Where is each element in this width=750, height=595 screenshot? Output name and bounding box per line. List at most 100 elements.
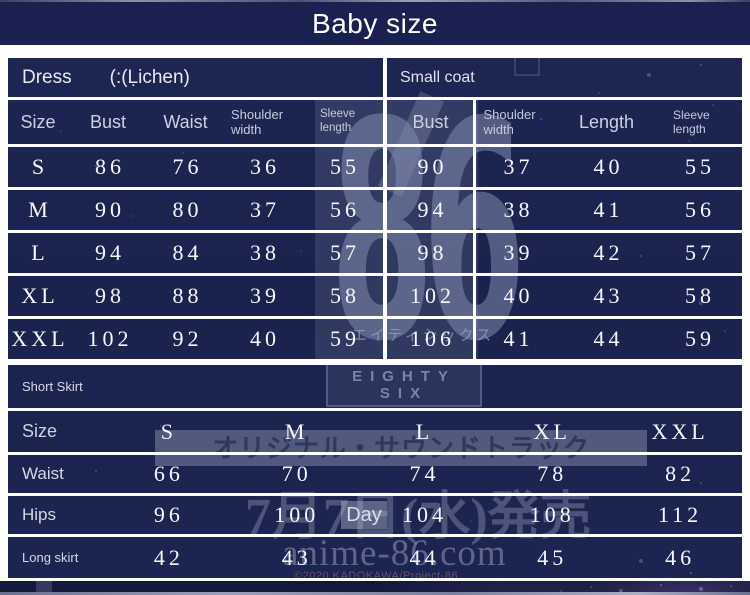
dress-row-m: M 90 80 37 56 xyxy=(8,190,383,230)
length-cell: 43 xyxy=(593,283,624,308)
waist-cell: 74 xyxy=(409,461,440,486)
separator xyxy=(8,187,742,190)
bg-bottom-edge xyxy=(0,592,750,595)
length-cell: 40 xyxy=(593,154,624,179)
shoulder-cell: 36 xyxy=(250,154,280,179)
bust-cell: 94 xyxy=(95,240,125,265)
coat-section-header: Small coat xyxy=(387,58,742,97)
bust-cell: 98 xyxy=(95,283,125,308)
column-header: Sleeve length xyxy=(673,107,710,136)
column-header: Shoulder width xyxy=(231,106,284,137)
shoulder-cell: 38 xyxy=(503,197,534,222)
sleeve-cell: 55 xyxy=(330,154,360,179)
dress-row-xxl: XXL 102 92 40 59 xyxy=(8,319,383,359)
sleeve-cell: 56 xyxy=(685,197,715,222)
separator xyxy=(8,230,742,233)
bust-cell: 102 xyxy=(87,326,133,351)
separator xyxy=(8,493,742,496)
coat-row-xxl: 106 41 44 59 xyxy=(387,319,742,359)
size-cell: XXL xyxy=(11,326,69,351)
shoulder-cell: 37 xyxy=(250,197,280,222)
sleeve-cell: 55 xyxy=(685,154,715,179)
size-cell: S xyxy=(31,154,49,179)
sleeve-cell: 58 xyxy=(685,283,715,308)
dress-row-xl: XL 98 88 39 58 xyxy=(8,276,383,316)
waist-cell: 84 xyxy=(172,240,203,265)
long-skirt-cell: 43 xyxy=(281,544,312,570)
skirt-section-header: Short Skirt xyxy=(8,365,742,408)
column-header: Length xyxy=(578,111,635,132)
separator xyxy=(8,97,742,100)
bg-top-edge xyxy=(0,0,750,3)
shoulder-cell: 38 xyxy=(250,240,280,265)
sleeve-cell: 57 xyxy=(330,240,360,265)
coat-header-row: Bust Shoulder width Length Sleeve length xyxy=(387,100,742,144)
skirt-hips-row: Hips 96 100 104 108 112 xyxy=(8,496,742,534)
column-header: Bust xyxy=(412,111,449,132)
bust-cell: 102 xyxy=(410,283,455,308)
size-cell: XL xyxy=(21,283,59,308)
long-skirt-cell: 45 xyxy=(537,544,568,570)
column-header: Bust xyxy=(89,111,127,132)
size-header: XL xyxy=(533,418,571,444)
dress-row-s: S 86 76 36 55 xyxy=(8,147,383,187)
shoulder-cell: 37 xyxy=(503,154,534,179)
length-cell: 44 xyxy=(593,326,624,351)
size-cell: M xyxy=(28,197,52,222)
dress-row-l: L 94 84 38 57 xyxy=(8,233,383,273)
bg-light-streak xyxy=(36,581,52,593)
skirt-waist-row: Waist 66 70 74 78 82 xyxy=(8,455,742,493)
sleeve-cell: 59 xyxy=(330,326,360,351)
waist-cell: 66 xyxy=(153,461,184,486)
long-skirt-cell: 44 xyxy=(409,544,440,570)
sleeve-cell: 58 xyxy=(330,283,360,308)
bust-cell: 94 xyxy=(417,197,448,222)
waist-cell: 88 xyxy=(172,283,203,308)
table-divider-vertical xyxy=(383,58,387,359)
section-separator xyxy=(8,359,742,365)
separator xyxy=(8,273,742,276)
waist-cell: 82 xyxy=(665,461,696,486)
hips-cell: 104 xyxy=(401,502,447,527)
length-cell: 42 xyxy=(593,240,624,265)
title-bar: Baby size xyxy=(0,2,750,45)
row-label: Long skirt xyxy=(22,550,79,565)
separator xyxy=(8,534,742,537)
long-skirt-cell: 46 xyxy=(665,544,696,570)
row-label: Hips xyxy=(22,505,57,524)
column-header: Sleeve length xyxy=(320,108,356,134)
bust-cell: 86 xyxy=(95,154,125,179)
separator xyxy=(8,452,742,455)
sleeve-cell: 59 xyxy=(685,326,715,351)
separator xyxy=(8,316,742,319)
size-header: M xyxy=(284,418,309,444)
shoulder-cell: 39 xyxy=(250,283,280,308)
hips-cell: 96 xyxy=(153,502,184,527)
bust-cell: 90 xyxy=(417,154,448,179)
long-skirt-cell: 42 xyxy=(153,544,184,570)
shoulder-cell: 40 xyxy=(503,283,534,308)
hips-cell: 108 xyxy=(529,502,575,527)
coat-row-s: 90 37 40 55 xyxy=(387,147,742,187)
size-header: XXL xyxy=(651,418,709,444)
coat-row-m: 94 38 41 56 xyxy=(387,190,742,230)
column-header: Size xyxy=(20,111,56,132)
sleeve-cell: 56 xyxy=(330,197,360,222)
waist-cell: 80 xyxy=(172,197,203,222)
shoulder-cell: 41 xyxy=(503,326,534,351)
coat-row-l: 98 39 42 57 xyxy=(387,233,742,273)
skirt-label: Short Skirt xyxy=(22,379,83,394)
size-header: L xyxy=(415,418,434,444)
hips-cell: 100 xyxy=(274,502,320,527)
dress-label: Dress xyxy=(22,66,72,88)
waist-cell: 70 xyxy=(281,461,312,486)
bg-speckles xyxy=(0,0,2,2)
skirt-size-row: Size S M L XL XXL xyxy=(8,411,742,452)
bust-cell: 106 xyxy=(410,326,455,351)
page-title: Baby size xyxy=(312,7,438,39)
coat-label: Small coat xyxy=(400,68,475,86)
separator xyxy=(8,408,742,411)
column-header: Shoulder width xyxy=(483,106,536,137)
waist-cell: 78 xyxy=(537,461,568,486)
